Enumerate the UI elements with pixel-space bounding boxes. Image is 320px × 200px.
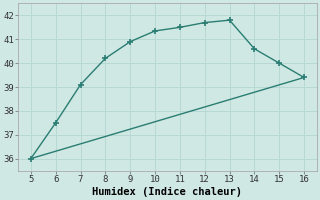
X-axis label: Humidex (Indice chaleur): Humidex (Indice chaleur) [92, 186, 243, 197]
